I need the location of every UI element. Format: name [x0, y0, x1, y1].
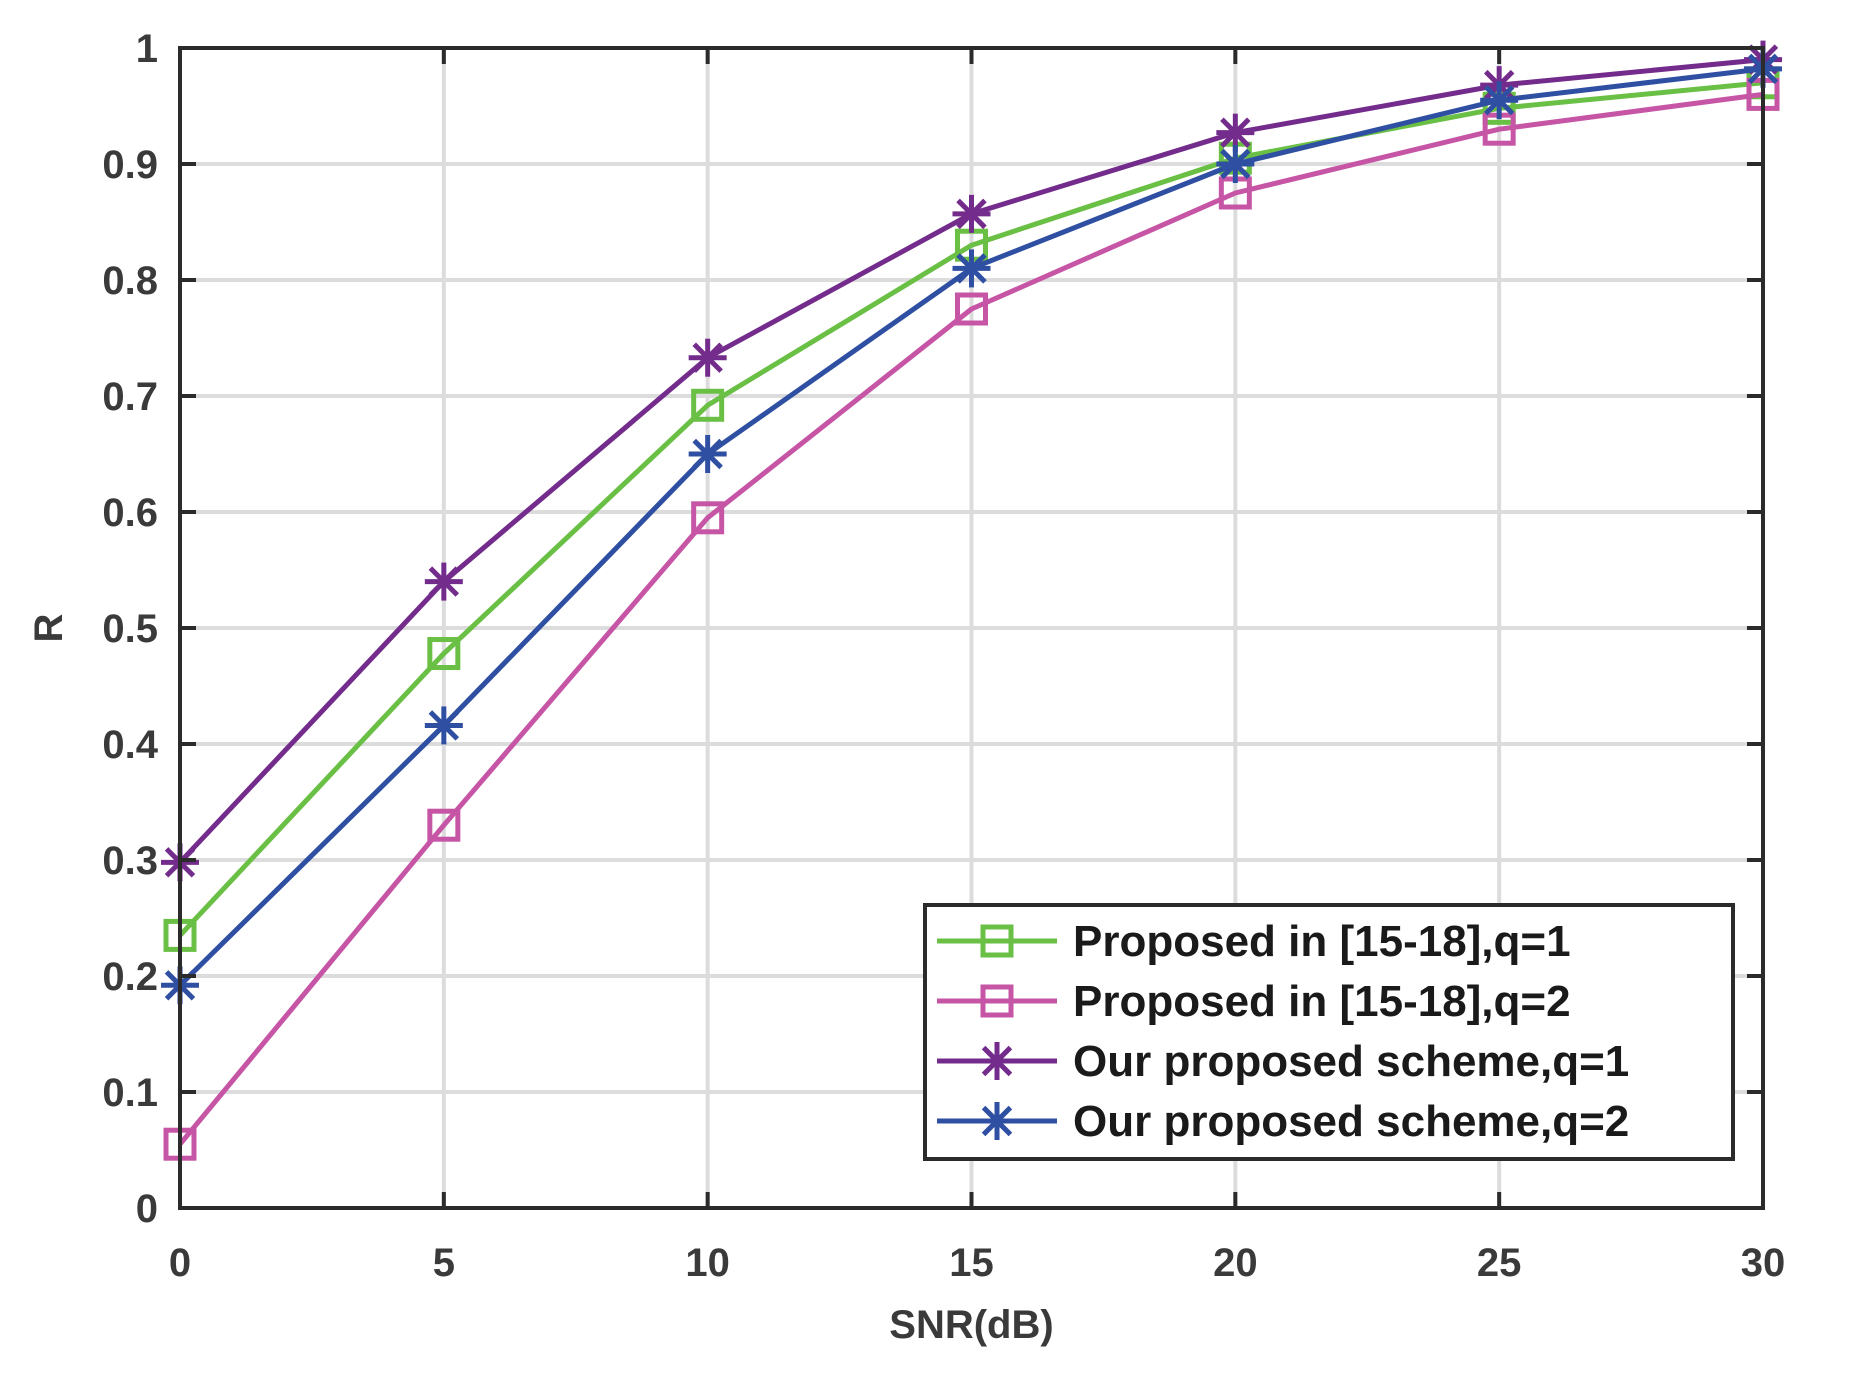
- asterisk-marker: [424, 706, 463, 745]
- y-tick-label: 0.5: [102, 607, 158, 651]
- legend-box: [923, 903, 1735, 1161]
- square-marker: [980, 984, 1014, 1018]
- asterisk-marker: [424, 562, 463, 601]
- square-marker: [980, 924, 1014, 958]
- y-axis-label: R: [27, 613, 71, 642]
- ticks: 0 5 10 15 20 25 30 0 0.1 0.2 0.3 0.4 0.5 0.6 0.7 0.8 0.9…: [102, 27, 1785, 1285]
- x-axis-label: SNR(dB): [889, 1303, 1053, 1347]
- series-4: [161, 49, 1782, 1005]
- asterisk-stroke: [981, 1105, 1013, 1137]
- y-tick-label: 0.9: [102, 143, 158, 187]
- asterisk-marker: [1216, 145, 1255, 183]
- y-tick-label: 0: [136, 1187, 158, 1231]
- legend-label: Proposed in [15-18],q=2: [1073, 977, 1571, 1026]
- asterisk-stroke: [692, 342, 723, 373]
- legend-label: Our proposed scheme,q=2: [1073, 1097, 1629, 1146]
- data-point: [952, 249, 991, 288]
- x-tick-label: 0: [169, 1241, 191, 1285]
- data-point: [1480, 81, 1519, 120]
- x-tick-label: 25: [1477, 1241, 1522, 1285]
- asterisk-stroke: [1220, 117, 1251, 148]
- data-point: [1216, 145, 1255, 183]
- asterisk-marker: [978, 1102, 1016, 1140]
- asterisk-stroke: [981, 1045, 1013, 1077]
- data-point: [424, 562, 463, 601]
- x-tick-label: 5: [433, 1241, 455, 1285]
- x-tick-label: 30: [1741, 1241, 1786, 1285]
- data-point: [424, 706, 463, 745]
- series-line: [178, 91, 1764, 1146]
- square-marker: [691, 501, 725, 535]
- y-tick-label: 0.2: [102, 955, 158, 999]
- data-point: [691, 388, 725, 422]
- y-tick-label: 0.6: [102, 491, 158, 535]
- data-point: [691, 501, 725, 535]
- x-tick-label: 20: [1213, 1241, 1258, 1285]
- asterisk-marker: [688, 338, 727, 377]
- y-tick-label: 0.1: [102, 1071, 158, 1115]
- square-marker: [427, 637, 461, 671]
- legend-item: Our proposed scheme,q=1: [937, 1037, 1629, 1086]
- y-tick-label: 0.3: [102, 839, 158, 883]
- data-point: [952, 194, 991, 233]
- data-point: [688, 435, 727, 473]
- series-layer: [161, 40, 1782, 1161]
- square-marker: [691, 388, 725, 422]
- asterisk-stroke: [956, 253, 987, 284]
- asterisk-stroke: [428, 710, 460, 741]
- legend-item: Our proposed scheme,q=2: [937, 1097, 1629, 1146]
- legend-item: Proposed in [15-18],q=2: [937, 977, 1571, 1026]
- asterisk-marker: [952, 194, 991, 233]
- x-tick-label: 15: [949, 1241, 994, 1285]
- asterisk-marker: [952, 249, 991, 288]
- x-tick-label: 10: [685, 1241, 730, 1285]
- data-point: [688, 338, 727, 377]
- data-point: [427, 808, 461, 842]
- legend-label: Our proposed scheme,q=1: [1073, 1037, 1629, 1086]
- asterisk-stroke: [692, 438, 723, 470]
- data-point: [427, 637, 461, 671]
- legend-label: Proposed in [15-18],q=1: [1073, 917, 1571, 966]
- asterisk-stroke: [956, 198, 987, 230]
- square-marker: [955, 292, 988, 326]
- y-tick-label: 1: [136, 27, 158, 71]
- y-tick-label: 0.8: [102, 259, 158, 303]
- y-tick-label: 0.7: [102, 375, 158, 419]
- asterisk-stroke: [1483, 84, 1515, 116]
- legend-item: Proposed in [15-18],q=1: [937, 917, 1571, 966]
- asterisk-marker: [978, 1042, 1016, 1080]
- y-tick-label: 0.4: [102, 723, 158, 767]
- square-marker: [427, 808, 461, 842]
- asterisk-marker: [1480, 81, 1519, 120]
- data-point: [955, 292, 988, 326]
- asterisk-stroke: [428, 566, 460, 597]
- asterisk-stroke: [1220, 148, 1251, 180]
- legend: Proposed in [15-18],q=1 Proposed in [15-1…: [923, 903, 1735, 1161]
- asterisk-marker: [688, 435, 727, 473]
